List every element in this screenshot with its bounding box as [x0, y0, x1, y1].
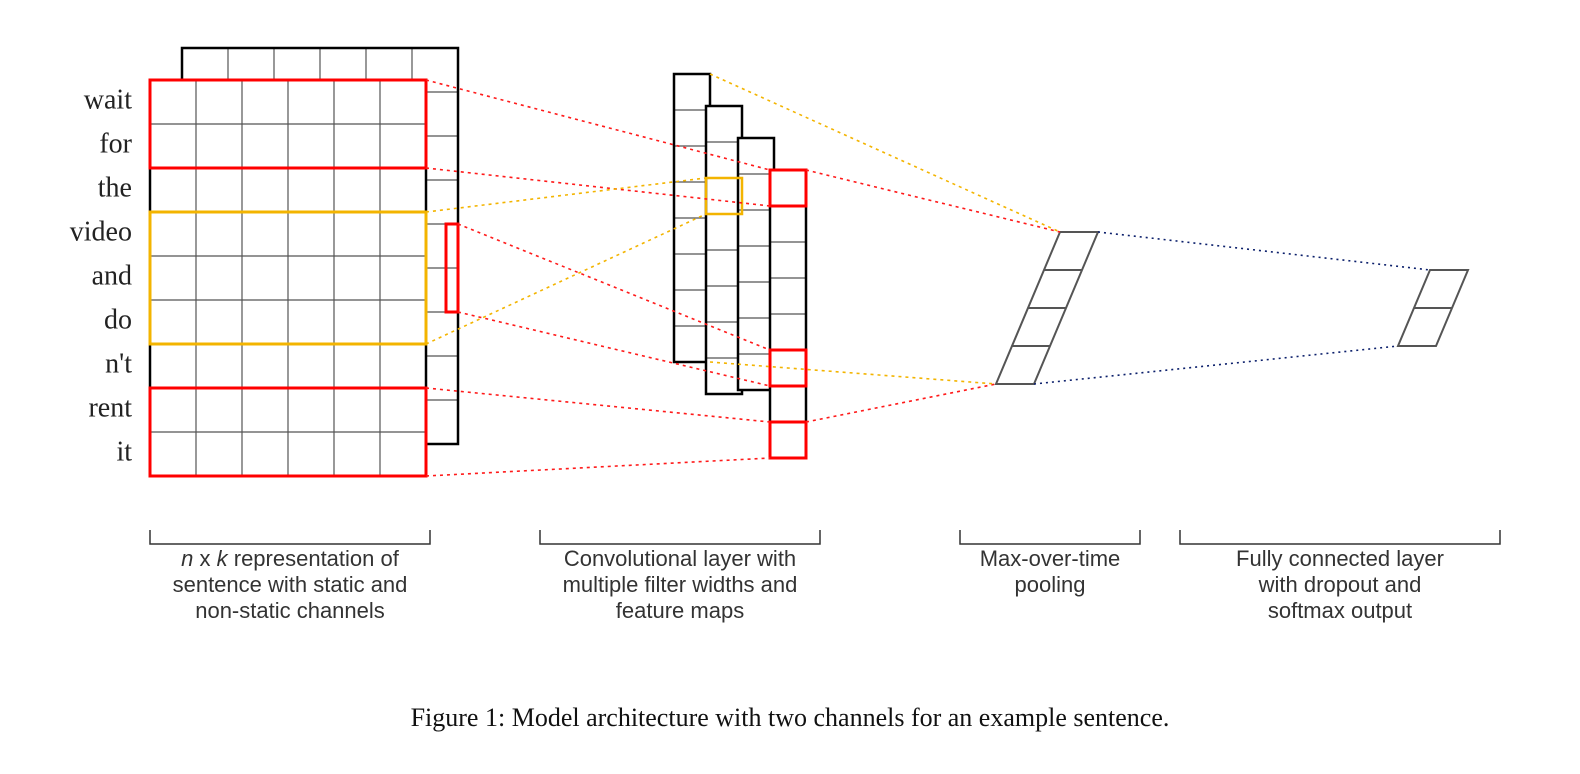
svg-text:sentence with static and: sentence with static and	[173, 572, 408, 597]
svg-text:multiple filter widths and: multiple filter widths and	[563, 572, 798, 597]
svg-text:n't: n't	[105, 348, 132, 379]
svg-text:Convolutional layer with: Convolutional layer with	[564, 546, 796, 571]
svg-text:Figure 1: Model architecture w: Figure 1: Model architecture with two ch…	[411, 703, 1170, 732]
svg-text:Max-over-time: Max-over-time	[980, 546, 1121, 571]
svg-text:the: the	[98, 172, 132, 203]
svg-text:pooling: pooling	[1015, 572, 1086, 597]
svg-text:for: for	[99, 128, 132, 159]
svg-text:wait: wait	[84, 84, 132, 115]
svg-text:do: do	[104, 304, 132, 335]
svg-text:feature maps: feature maps	[616, 598, 744, 623]
svg-text:n x k representation of: n x k representation of	[181, 546, 400, 571]
svg-text:video: video	[70, 216, 132, 247]
svg-text:with dropout and: with dropout and	[1258, 572, 1422, 597]
svg-text:non-static channels: non-static channels	[195, 598, 385, 623]
architecture-diagram: wait for the video and do n't rent it n x k repre…	[0, 0, 1580, 774]
svg-text:it: it	[116, 436, 132, 467]
svg-text:Fully connected layer: Fully connected layer	[1236, 546, 1444, 571]
svg-text:rent: rent	[88, 392, 132, 423]
svg-text:and: and	[92, 260, 132, 291]
svg-text:softmax output: softmax output	[1268, 598, 1412, 623]
